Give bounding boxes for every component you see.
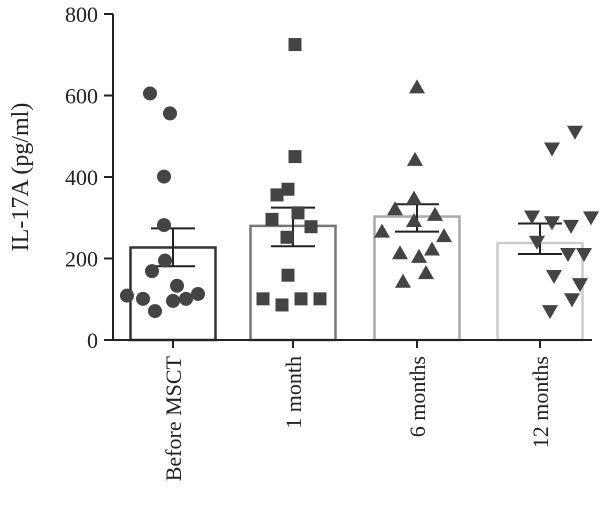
data-point: [544, 216, 560, 231]
data-point: [542, 305, 558, 320]
data-point: [524, 210, 540, 225]
data-point: [567, 125, 583, 140]
data-point: [291, 206, 305, 220]
y-ticks: 0 200 400 600 800: [65, 2, 113, 353]
data-point: [560, 248, 576, 263]
data-point: [157, 169, 171, 184]
data-point: [544, 142, 560, 157]
data-point: [407, 151, 423, 166]
data-point: [374, 223, 390, 238]
x-tick-label: 1 month: [281, 356, 306, 429]
data-point: [179, 291, 193, 306]
data-point: [145, 264, 159, 279]
y-tick-label: 400: [65, 165, 98, 190]
data-point: [280, 230, 294, 244]
x-tick-label: 12 months: [528, 356, 553, 448]
data-point: [563, 219, 579, 234]
data-point: [546, 270, 562, 285]
data-points: [120, 38, 599, 320]
data-point: [157, 218, 171, 233]
data-point: [313, 292, 327, 306]
data-point: [288, 38, 302, 52]
data-point: [294, 292, 308, 306]
data-point: [576, 248, 592, 263]
data-point: [143, 86, 157, 101]
data-point: [395, 273, 411, 288]
data-point: [136, 291, 150, 306]
data-point: [406, 213, 422, 228]
data-point: [424, 241, 440, 256]
data-point: [436, 228, 452, 243]
data-point: [270, 188, 284, 202]
data-point: [304, 220, 318, 234]
data-point: [418, 265, 434, 280]
data-point: [148, 304, 162, 319]
data-point: [170, 278, 184, 293]
data-point: [406, 190, 422, 205]
data-point: [583, 211, 599, 226]
data-point: [265, 212, 279, 226]
error-bars: [151, 203, 562, 268]
data-point: [163, 106, 177, 121]
data-point: [256, 292, 270, 306]
data-point: [281, 268, 295, 282]
data-point: [572, 278, 588, 293]
data-point: [281, 182, 295, 196]
data-point: [427, 206, 443, 221]
x-tick-label: Before MSCT: [161, 355, 186, 481]
x-tick-label: 6 months: [405, 356, 430, 437]
y-tick-label: 200: [65, 247, 98, 272]
data-point: [411, 248, 427, 263]
data-point: [275, 298, 289, 312]
data-point: [392, 245, 408, 260]
data-point: [166, 293, 180, 308]
y-tick-label: 0: [87, 328, 98, 353]
bars: [129, 215, 584, 342]
y-tick-label: 800: [65, 2, 98, 27]
y-axis-label: IL-17A (pg/ml): [8, 103, 34, 252]
data-point: [564, 293, 580, 308]
data-point: [409, 79, 425, 94]
x-ticks: Before MSCT 1 month 6 months 12 months: [161, 340, 553, 481]
data-point: [120, 288, 134, 303]
data-point: [387, 201, 403, 216]
data-point: [288, 150, 302, 164]
y-tick-label: 600: [65, 84, 98, 109]
data-point: [529, 235, 545, 250]
data-point: [158, 253, 172, 268]
data-point: [191, 286, 205, 301]
